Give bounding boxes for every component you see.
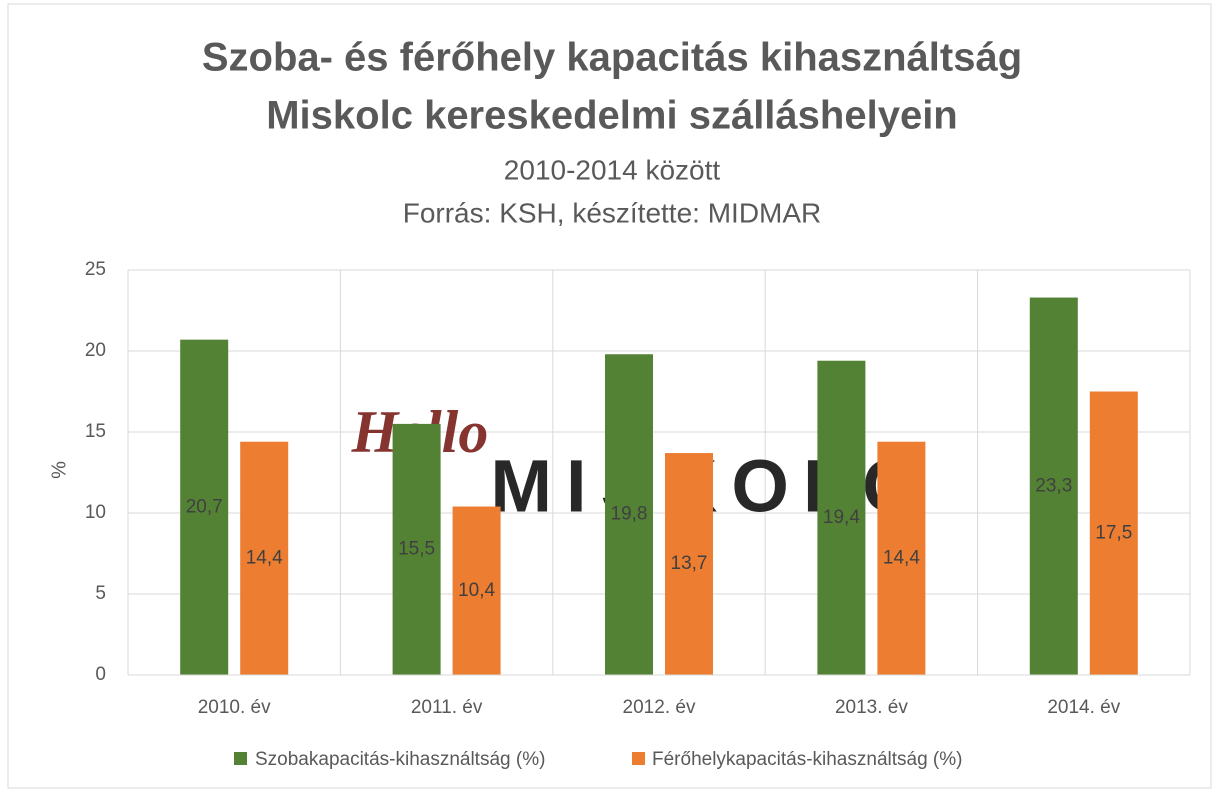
data-label: 10,4 [458, 580, 495, 601]
chart-title: Miskolc kereskedelmi szálláshelyein [266, 94, 958, 138]
bar [180, 339, 229, 675]
y-tick-label: 10 [85, 502, 106, 523]
y-tick-label: 0 [95, 664, 106, 685]
bar [1029, 297, 1078, 675]
y-tick-label: 25 [85, 259, 106, 280]
data-label: 15,5 [398, 538, 435, 559]
chart-subtitle: Forrás: KSH, készítette: MIDMAR [403, 197, 822, 228]
bar [605, 354, 653, 675]
y-axis-label: % [48, 461, 70, 479]
y-tick-label: 20 [85, 340, 106, 361]
data-label: 23,3 [1035, 475, 1072, 496]
data-label: 20,7 [186, 496, 223, 517]
bar [665, 453, 713, 675]
x-tick-label: 2010. év [198, 697, 271, 718]
x-tick-label: 2013. év [835, 697, 908, 718]
legend-label: Férőhelykapacitás-kihasználtság (%) [652, 749, 962, 770]
data-label: 14,4 [246, 547, 283, 568]
y-tick-label: 5 [95, 583, 106, 604]
bar [877, 441, 926, 675]
chart-subtitle: 2010-2014 között [504, 154, 721, 185]
chart-title: Szoba- és férőhely kapacitás kihasználts… [202, 36, 1022, 80]
legend-swatch [632, 752, 645, 765]
bar [817, 360, 866, 675]
data-label: 17,5 [1095, 522, 1132, 543]
legend-swatch [234, 752, 247, 765]
x-tick-label: 2011. év [411, 697, 483, 718]
data-label: 14,4 [883, 547, 920, 568]
x-tick-label: 2012. év [623, 697, 696, 718]
bar [1089, 391, 1138, 675]
bar [452, 506, 501, 675]
data-label: 19,8 [611, 504, 648, 525]
legend-label: Szobakapacitás-kihasználtság (%) [255, 749, 545, 770]
data-label: 13,7 [671, 553, 708, 574]
bar [392, 423, 441, 675]
x-tick-label: 2014. év [1047, 697, 1120, 718]
data-label: 19,4 [823, 507, 860, 528]
bar [240, 441, 289, 675]
y-tick-label: 15 [85, 421, 106, 442]
